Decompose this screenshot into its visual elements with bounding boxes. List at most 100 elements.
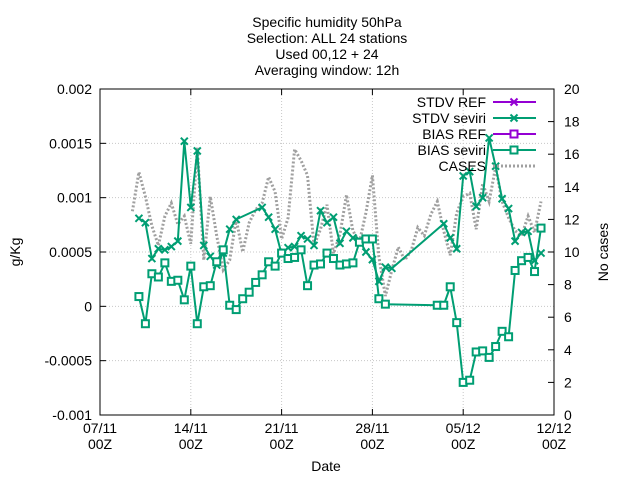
data-point-bias-seviri [367, 234, 377, 244]
y-tick-label: 0 [84, 298, 92, 314]
y2-tick-label: 0 [564, 407, 572, 423]
y2-tick-label: 20 [564, 81, 580, 97]
legend-marker [509, 97, 519, 107]
legend-label: CASES [439, 158, 486, 174]
x-tick-label-hour: 00Z [270, 436, 295, 452]
data-point-stdv-seviri [322, 218, 332, 227]
data-point-bias-seviri [296, 245, 306, 255]
axis-ticks: -0.001 -0.0005 0 0.0005 0.001 0.0015 0.002 0 2 4 6… [45, 81, 580, 452]
data-point-stdv-seviri [160, 245, 170, 255]
data-point-bias-seviri [179, 295, 189, 305]
data-point-stdv-seviri [523, 227, 533, 236]
data-point-bias-seviri [212, 257, 222, 267]
data-point-bias-seviri [530, 267, 540, 277]
legend-label: STDV seviri [412, 110, 486, 126]
data-point-bias-seviri [439, 300, 449, 310]
data-point-bias-seviri [251, 277, 261, 287]
data-point-stdv-seviri [154, 244, 163, 253]
data-point-bias-seviri [277, 248, 287, 258]
data-point-bias-seviri [484, 352, 494, 362]
data-point-stdv-seviri [167, 242, 176, 251]
data-point-bias-seviri [523, 252, 533, 262]
y-tick-label: -0.0005 [45, 353, 93, 369]
data-point-stdv-seviri [303, 234, 312, 244]
title-line: Used 00,12 + 24 [275, 46, 378, 62]
data-point-bias-seviri [186, 261, 196, 271]
data-point-stdv-seviri [497, 194, 507, 203]
data-point-bias-seviri [173, 275, 183, 285]
x-tick-label: 14/11 [174, 420, 208, 436]
data-point-stdv-seviri [465, 167, 474, 176]
data-point-bias-seviri [510, 265, 520, 275]
data-point-stdv-seviri [199, 241, 208, 250]
y-tick-label: 0.001 [57, 190, 92, 206]
legend-marker [509, 129, 519, 139]
data-point-bias-seviri [192, 319, 202, 329]
x-tick-label-hour: 00Z [451, 436, 476, 452]
data-point-bias-seviri [205, 281, 215, 291]
data-point-stdv-seviri [471, 202, 481, 211]
data-point-stdv-seviri [387, 264, 397, 273]
title-line: Averaging window: 12h [255, 62, 400, 78]
data-point-bias-seviri [244, 287, 254, 297]
legend-marker [509, 113, 519, 123]
data-point-stdv-seviri [439, 219, 448, 228]
data-point-bias-seviri [491, 342, 501, 352]
data-point-bias-seviri [328, 254, 338, 264]
data-point-stdv-seviri [536, 248, 546, 258]
y-tick-label: -0.001 [52, 407, 92, 423]
y-tick-label: 0.0005 [49, 244, 92, 260]
title-line: Selection: ALL 24 stations [247, 30, 408, 46]
y-axis-label: g/Kg [7, 238, 23, 267]
x-tick-label: 21/11 [265, 420, 299, 436]
y2-tick-label: 16 [564, 146, 580, 162]
data-point-stdv-seviri [186, 203, 196, 212]
legend-label: STDV REF [417, 94, 486, 110]
y2-tick-label: 4 [564, 342, 572, 358]
series-bias-seviri [134, 223, 546, 387]
series-line-cases [130, 144, 543, 297]
data-point-bias-seviri [536, 223, 546, 233]
data-point-stdv-seviri [446, 233, 455, 243]
data-point-stdv-seviri [478, 193, 487, 202]
data-point-bias-seviri [134, 292, 144, 302]
data-point-bias-seviri [238, 294, 248, 304]
data-point-stdv-seviri [335, 239, 345, 248]
legend-label: BIAS seviri [418, 142, 486, 158]
data-point-stdv-seviri [452, 244, 461, 253]
y-tick-label: 0.0015 [49, 135, 92, 151]
data-point-bias-seviri [153, 272, 163, 282]
y2-tick-label: 18 [564, 114, 580, 130]
data-point-stdv-seviri [342, 227, 351, 236]
data-point-bias-seviri [257, 270, 267, 280]
x-tick-label: 12/12 [536, 420, 571, 436]
data-point-stdv-seviri [517, 228, 526, 237]
data-point-stdv-seviri [231, 215, 241, 224]
data-point-bias-seviri [270, 261, 280, 271]
y2-tick-label: 6 [564, 309, 572, 325]
data-point-bias-seviri [380, 299, 390, 309]
data-point-stdv-seviri [141, 218, 150, 227]
data-point-stdv-seviri [491, 161, 500, 171]
data-point-bias-seviri [374, 294, 384, 304]
data-point-stdv-seviri [484, 133, 494, 143]
data-point-bias-seviri [218, 245, 228, 255]
data-point-bias-seviri [465, 375, 475, 385]
data-point-bias-seviri [497, 326, 507, 336]
data-point-bias-seviri [290, 252, 300, 262]
y2-tick-label: 8 [564, 277, 572, 293]
data-point-stdv-seviri [504, 204, 513, 213]
y2-tick-label: 2 [564, 374, 572, 390]
y2-tick-label: 10 [564, 244, 580, 260]
y2-axis-label: No cases [595, 223, 611, 281]
series-cases [130, 144, 543, 297]
x-tick-label: 28/11 [355, 420, 389, 436]
series-line-bias-seviri [137, 227, 542, 384]
x-tick-label-hour: 00Z [179, 436, 204, 452]
data-point-stdv-seviri [381, 263, 390, 272]
title-line: Specific humidity 50hPa [252, 14, 402, 30]
data-point-stdv-seviri [180, 136, 189, 146]
